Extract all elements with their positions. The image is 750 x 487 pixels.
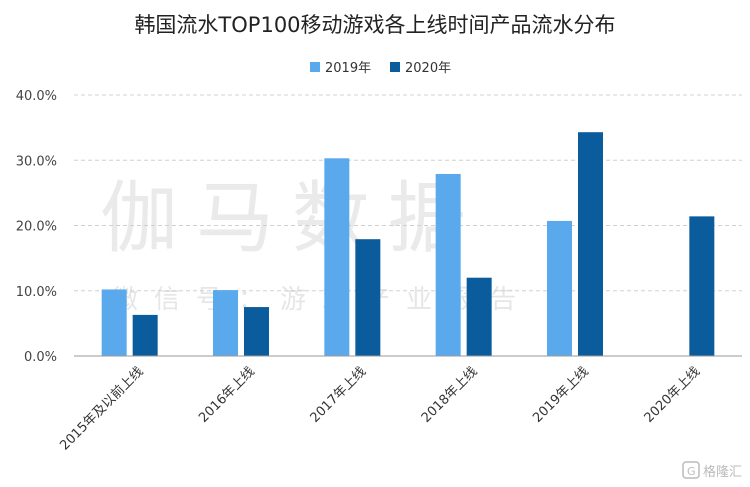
bar-2020-1: [244, 307, 269, 356]
bar-2019-1: [213, 290, 238, 356]
logo-icon: [682, 461, 700, 479]
legend: 2019年 2020年: [310, 61, 451, 76]
bars: [101, 132, 715, 356]
x-tick-label: 2016年上线: [196, 364, 258, 426]
bar-2020-0: [132, 314, 158, 356]
legend-label-2019: 2019年: [325, 61, 371, 76]
bar-2019-2: [324, 158, 350, 356]
x-tick-label: 2020年上线: [642, 364, 704, 426]
bar-2019-4: [547, 220, 572, 356]
logo-text: 格隆汇: [703, 464, 742, 480]
chart-title: 韩国流水TOP100移动游戏各上线时间产品流水分布: [134, 13, 615, 37]
bar-2020-4: [578, 132, 603, 356]
y-tick-label: 10.0%: [16, 285, 57, 300]
legend-swatch-2019: [310, 62, 320, 72]
x-tick-label: 2017年上线: [308, 364, 370, 426]
bar-2019-3: [435, 173, 461, 356]
legend-label-2020: 2020年: [405, 61, 451, 76]
bar-2019-0: [101, 289, 127, 356]
bar-2020-5: [689, 216, 715, 356]
bar-2020-2: [355, 239, 381, 356]
y-axis: 0.0% 10.0% 20.0% 30.0% 40.0%: [16, 89, 57, 365]
x-tick-label: 2018年上线: [419, 364, 481, 426]
gridlines: [74, 94, 742, 292]
y-tick-label: 20.0%: [16, 220, 57, 235]
logo-icon-glyph: G: [687, 465, 696, 478]
x-axis: 2015年及以前上线 2016年上线 2017年上线 2018年上线 2019年上线 20…: [57, 364, 704, 454]
y-tick-label: 0.0%: [24, 350, 57, 365]
x-tick-label: 2019年上线: [530, 364, 592, 426]
legend-swatch-2020: [390, 62, 400, 72]
bar-2020-3: [466, 277, 492, 356]
x-tick-label: 2015年及以前上线: [57, 364, 147, 454]
y-tick-label: 40.0%: [16, 89, 57, 104]
logo: G 格隆汇: [682, 461, 742, 480]
y-tick-label: 30.0%: [16, 154, 57, 169]
watermark-main: 伽马数据: [100, 174, 484, 264]
